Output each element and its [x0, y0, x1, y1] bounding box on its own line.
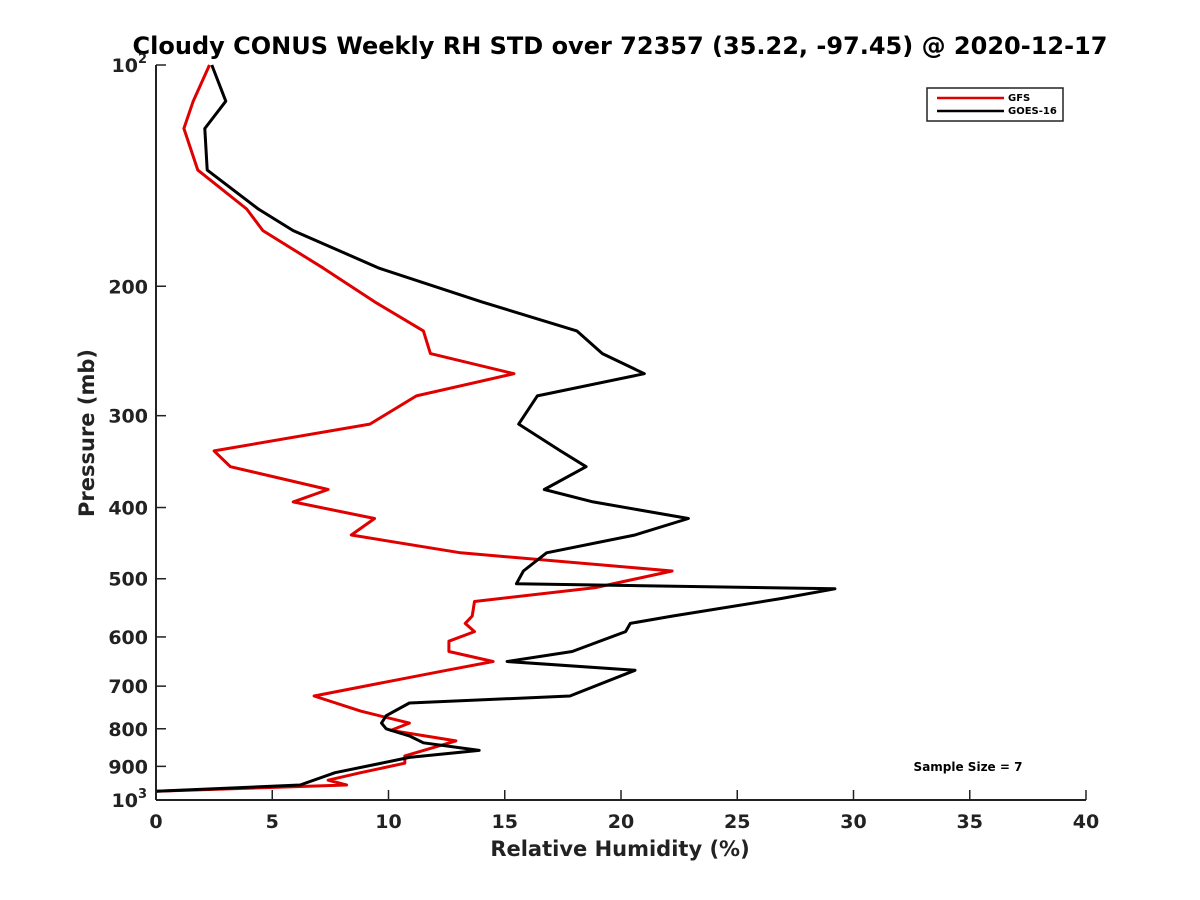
legend-label-gfs: GFS [1008, 93, 1030, 104]
x-tick-label: 30 [840, 811, 866, 833]
y-tick-label: 300 [108, 406, 148, 428]
chart-title: Cloudy CONUS Weekly RH STD over 72357 (3… [133, 32, 1108, 60]
y-tick-label: 600 [108, 627, 148, 649]
y-axis-label: Pressure (mb) [75, 349, 99, 517]
y-tick-label: 500 [108, 569, 148, 591]
x-tick-label: 20 [608, 811, 634, 833]
x-tick-label: 35 [957, 811, 983, 833]
series-line-gfs [155, 64, 674, 793]
y-tick-label: 400 [108, 498, 148, 520]
legend-label-goes16: GOES-16 [1008, 106, 1057, 117]
y-tick-label: 800 [108, 719, 148, 741]
x-tick-label: 15 [492, 811, 518, 833]
y-axis: 102 200 300 400 500 600 700 800 900 103 [108, 52, 166, 812]
y-tick-label: 102 [112, 52, 148, 77]
x-tick-label: 0 [149, 811, 162, 833]
x-tick-label: 25 [724, 811, 750, 833]
y-tick-label: 900 [108, 756, 148, 778]
sample-size-annotation: Sample Size = 7 [914, 760, 1023, 774]
series-layer [155, 64, 837, 793]
series-line-goes-16 [155, 64, 837, 793]
axes-frame [156, 65, 1086, 800]
y-tick-label: 200 [108, 276, 148, 298]
x-axis: 0 5 10 15 20 25 30 35 40 [149, 790, 1099, 833]
legend-box [926, 87, 1064, 122]
y-tick-label: 103 [112, 787, 148, 812]
x-tick-label: 10 [375, 811, 401, 833]
legend: GFS GOES-16 [926, 87, 1064, 122]
x-axis-label: Relative Humidity (%) [490, 837, 749, 861]
x-tick-label: 40 [1073, 811, 1099, 833]
x-tick-label: 5 [266, 811, 279, 833]
plot-area [155, 65, 1086, 801]
y-tick-label: 700 [108, 676, 148, 698]
